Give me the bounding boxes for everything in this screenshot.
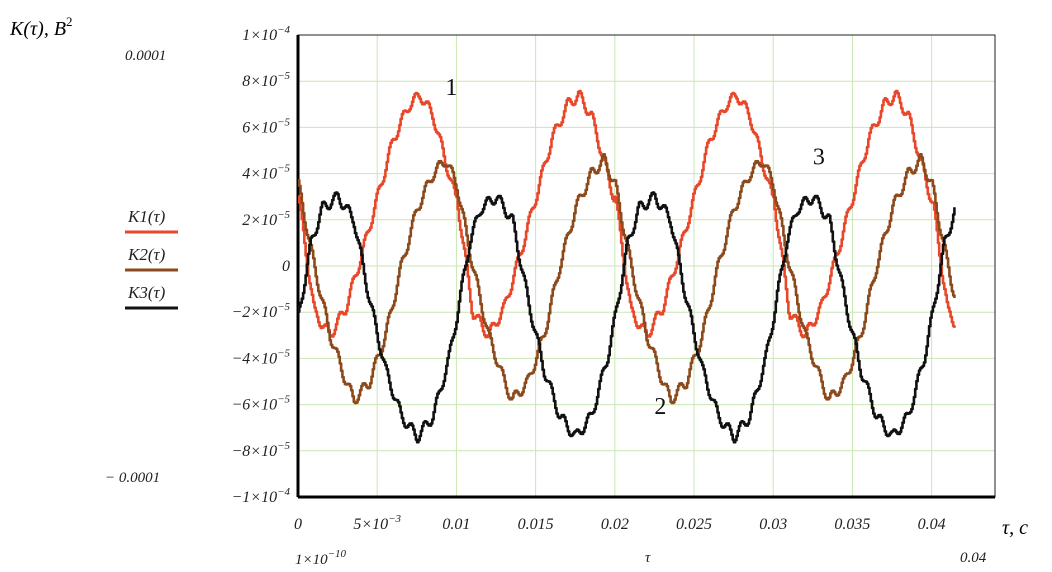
x-tick-label: 0.015 [518,516,554,533]
x-tick-label: 5×10−3 [353,513,401,533]
x-min-corner-label: 1×10−10 [295,548,347,568]
y-tick-label: 6×10−5 [242,116,290,136]
y-tick-label: 2×10−5 [242,209,290,229]
y-tick-label: −4×10−5 [231,347,290,367]
curve-annotation: 2 [654,394,666,420]
plot-frame [296,34,996,499]
curve-annotation: 3 [813,144,825,170]
x-min-corner-exp: −10 [328,548,347,560]
x-tick-label: 0.02 [601,516,629,533]
y-tick-label: −6×10−5 [231,394,290,414]
curve-annotation: 1 [445,75,457,101]
y-axis-title-sup: 2 [66,14,73,29]
x-tick-label: 0.025 [676,516,712,533]
legend: K1(τ) K2(τ) K3(τ) [125,207,178,310]
x-tick-label: 0.03 [759,516,787,533]
x-tick-label: 0.04 [918,516,946,533]
curve-annotations: 1 2 3 [445,75,825,420]
y-tick-label: 8×10−5 [242,70,290,90]
x-var-corner-label: τ [645,550,651,566]
series-line-k3 [298,191,956,444]
x-min-corner-base: 1×10 [295,552,328,568]
x-tick-label: 0.01 [442,516,470,533]
x-axis-title: τ, с [1002,517,1028,539]
x-max-corner-label: 0.04 [960,550,987,566]
legend-label-k2: K2(τ) [127,245,166,264]
y-axis-title-text: K(τ), В [9,18,66,40]
y-tick-label: −2×10−5 [231,301,290,321]
y-tick-label: 4×10−5 [242,163,290,183]
y-min-corner-label: − 0.0001 [105,470,160,486]
series-line-k1 [298,89,956,339]
legend-label-k1: K1(τ) [127,207,166,226]
y-tick-labels: 1×10−4 8×10−5 6×10−5 4×10−5 2×10−5 0 −2×10−5 −4… [231,24,290,506]
legend-label-k3: K3(τ) [127,283,166,302]
x-tick-label: 0.035 [834,516,870,533]
series-lines [298,89,956,444]
y-tick-label: 1×10−4 [242,24,290,44]
y-tick-label: −1×10−4 [231,486,290,506]
y-tick-label: −8×10−5 [231,440,290,460]
y-axis-title: K(τ), В2 [9,14,73,40]
x-tick-labels: 0 5×10−3 0.01 0.015 0.02 0.025 0.03 0.035 0.04 [294,513,946,533]
x-tick-label: 0 [294,516,302,533]
y-tick-label: 0 [282,258,290,275]
y-max-corner-label: 0.0001 [125,48,166,64]
